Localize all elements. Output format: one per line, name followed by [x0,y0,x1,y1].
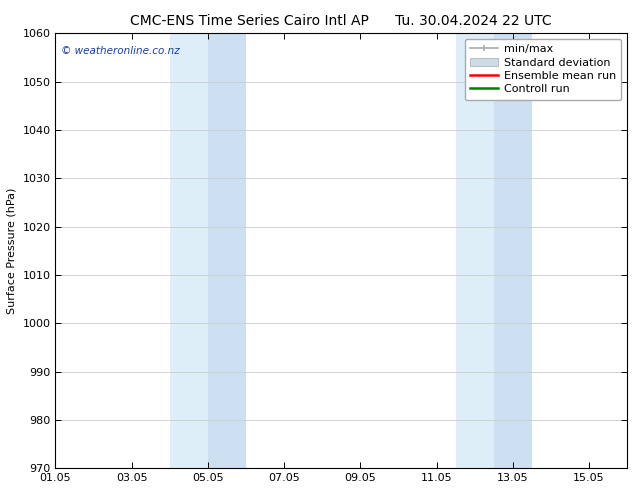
Bar [170,33,208,468]
Bar [208,33,246,468]
Bar [494,33,532,468]
Text: © weatheronline.co.nz: © weatheronline.co.nz [61,46,180,56]
Bar [456,33,494,468]
Y-axis label: Surface Pressure (hPa): Surface Pressure (hPa) [7,188,17,314]
Legend: min/max, Standard deviation, Ensemble mean run, Controll run: min/max, Standard deviation, Ensemble me… [465,39,621,100]
Title: CMC-ENS Time Series Cairo Intl AP      Tu. 30.04.2024 22 UTC: CMC-ENS Time Series Cairo Intl AP Tu. 30… [131,14,552,28]
